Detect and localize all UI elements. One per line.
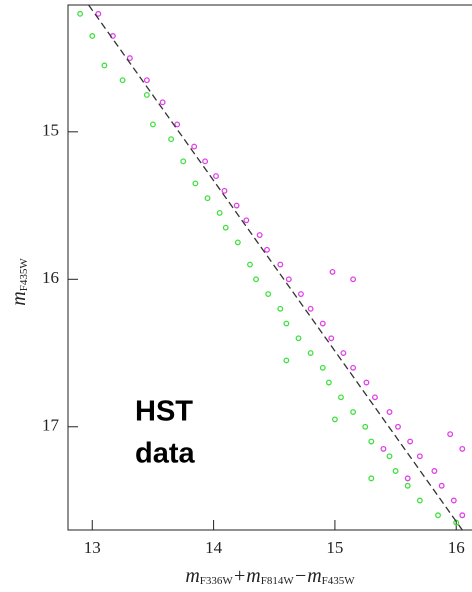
annotation: data (135, 438, 196, 470)
point (459, 445, 466, 452)
point (416, 497, 423, 504)
point (89, 33, 96, 39)
point (319, 364, 326, 371)
point (297, 291, 304, 297)
point (431, 468, 438, 474)
point (216, 209, 223, 216)
point (77, 10, 84, 17)
point (143, 77, 150, 84)
point (404, 475, 411, 482)
point (386, 409, 393, 415)
point (340, 350, 347, 356)
x-label-symbol: −m (294, 565, 322, 587)
point (350, 409, 357, 415)
x-tick-label: 16 (448, 538, 465, 557)
point (283, 357, 290, 364)
point (295, 335, 302, 342)
point (149, 121, 156, 128)
point (247, 261, 253, 268)
x-tick-label: 14 (205, 538, 223, 557)
point (331, 416, 338, 423)
point (435, 512, 441, 519)
point (265, 291, 272, 297)
point (119, 77, 126, 84)
fit-line (88, 4, 463, 531)
x-tick-label: 13 (84, 538, 101, 557)
point (338, 394, 344, 401)
point (180, 158, 187, 165)
point (95, 10, 102, 17)
point (243, 217, 250, 224)
point (168, 136, 175, 143)
point (450, 497, 457, 504)
point (362, 423, 369, 430)
point (285, 276, 292, 283)
x-label-subscript: F435W (322, 575, 356, 587)
point (233, 202, 240, 209)
point (329, 268, 336, 275)
y-axis-label: mF435W (8, 258, 30, 306)
point (416, 453, 423, 460)
point (256, 232, 263, 239)
point (453, 519, 460, 526)
x-label-symbol: m (185, 565, 199, 587)
point (459, 512, 466, 519)
point (222, 224, 229, 231)
plot-frame (67, 4, 472, 531)
y-tick-label: 16 (42, 268, 59, 287)
point (143, 92, 150, 98)
point (253, 276, 259, 283)
point (283, 320, 290, 327)
x-tick-label: 15 (326, 538, 343, 557)
point (277, 261, 284, 268)
x-label-subscript: F336W (200, 575, 234, 587)
y-label-symbol: m (8, 291, 30, 305)
point (368, 438, 375, 445)
point (101, 62, 108, 69)
y-tick-label: 15 (42, 121, 59, 140)
point (307, 305, 314, 312)
point (234, 239, 241, 246)
point (395, 423, 401, 430)
point (319, 320, 326, 327)
point (363, 379, 370, 386)
x-label-symbol: +m (233, 565, 261, 587)
point (392, 468, 399, 474)
y-tick-label: 17 (42, 416, 60, 435)
point (192, 180, 199, 187)
point (174, 121, 181, 128)
point (386, 453, 393, 460)
point (368, 475, 375, 482)
y-label-subscript: F435W (18, 258, 30, 292)
point (159, 99, 166, 106)
point (213, 173, 219, 180)
point (404, 482, 411, 489)
point (126, 55, 133, 62)
point (350, 276, 357, 283)
annotation: HST (135, 396, 193, 428)
point (371, 394, 378, 401)
x-axis-label: mF336W+mF814W−mF435W (185, 565, 355, 587)
point (221, 187, 228, 194)
point (277, 305, 284, 312)
point (204, 195, 211, 202)
point (264, 246, 270, 253)
point (438, 482, 445, 489)
point (325, 379, 332, 386)
point (307, 350, 314, 356)
point (407, 438, 414, 445)
point (350, 364, 357, 371)
point (328, 335, 335, 342)
point (380, 445, 387, 452)
point (191, 143, 198, 150)
x-label-subscript: F814W (261, 575, 295, 587)
point (447, 431, 454, 438)
point (202, 158, 209, 165)
